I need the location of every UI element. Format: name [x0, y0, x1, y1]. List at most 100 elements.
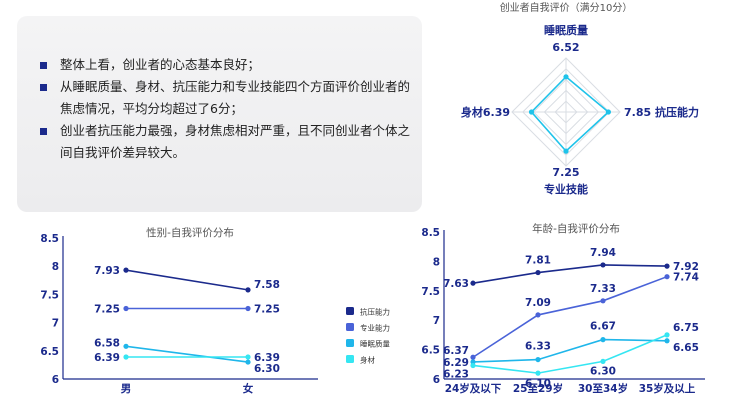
- series-point: [123, 267, 129, 273]
- series-line-专业能力: [472, 275, 668, 358]
- y-tick-label: 6.5: [40, 346, 59, 358]
- summary-bullet-text: 整体上看，创业者的心态基本良好；: [60, 57, 261, 72]
- data-label: 7.25: [94, 304, 120, 316]
- radar-value-skill: 7.25: [552, 166, 579, 179]
- data-label: 6.33: [525, 341, 551, 353]
- data-label: 6.39: [94, 352, 120, 364]
- radar-point: [563, 148, 569, 154]
- legend-swatch-身材: [346, 355, 354, 363]
- data-label: 7.58: [254, 279, 280, 291]
- series-line-抗压能力: [125, 269, 249, 291]
- data-label: 7.81: [525, 255, 551, 267]
- summary-list: 整体上看，创业者的心态基本良好； 从睡眠质量、身材、抗压能力和专业技能四个方面评价…: [40, 54, 410, 164]
- y-tick-label: 6: [433, 374, 440, 386]
- series-point: [123, 343, 129, 349]
- data-label: 6.39: [254, 352, 280, 364]
- data-label: 7.92: [673, 261, 699, 273]
- x-tick-label: 女: [243, 382, 254, 395]
- series-point: [600, 358, 606, 364]
- data-label: 6.30: [254, 363, 280, 375]
- series-line-睡眠质量: [125, 345, 249, 363]
- radar-label-skill: 专业技能: [544, 182, 588, 196]
- data-label: 6.75: [673, 322, 699, 334]
- radar-label-sleep: 睡眠质量: [544, 23, 588, 37]
- series-point: [245, 305, 251, 312]
- summary-bullet-3: 创业者抗压能力最强，身材焦虑相对严重，且不同创业者个体之间自我评价差异较大。: [40, 120, 410, 164]
- summary-bullet-1: 整体上看，创业者的心态基本良好；: [40, 54, 410, 76]
- data-label: 6.23: [443, 368, 469, 380]
- data-label: 6.30: [590, 365, 616, 377]
- y-tick-label: 8.5: [40, 233, 59, 245]
- series-point: [470, 280, 476, 286]
- series-point: [600, 337, 606, 343]
- data-label: 7.33: [590, 283, 616, 295]
- legend-label: 睡眠质量: [360, 339, 390, 349]
- series-point: [664, 332, 670, 338]
- data-label: 6.58: [94, 337, 120, 349]
- x-tick-label: 男: [121, 383, 132, 395]
- summary-bullet-2: 从睡眠质量、身材、抗压能力和专业技能四个方面评价创业者的焦虑情况，平均分均超过了…: [40, 76, 410, 120]
- y-tick-label: 7.5: [421, 286, 440, 298]
- y-tick-label: 7.5: [40, 289, 59, 301]
- x-tick-label: 35岁及以上: [639, 382, 696, 395]
- series-point: [470, 354, 476, 360]
- series-point: [245, 359, 251, 365]
- data-label: 7.74: [673, 272, 699, 284]
- legend-label: 抗压能力: [360, 307, 390, 317]
- data-label: 6.67: [590, 321, 616, 333]
- y-tick-label: 6: [52, 374, 59, 386]
- bullet-square-icon: [40, 128, 47, 135]
- series-point: [123, 305, 129, 312]
- series-point: [123, 354, 129, 360]
- series-point: [535, 312, 541, 318]
- y-tick-label: 7: [433, 315, 440, 327]
- bullet-square-icon: [40, 84, 47, 91]
- data-label: 7.25: [254, 304, 280, 316]
- data-label: 7.94: [590, 247, 616, 259]
- data-label: 7.63: [443, 278, 469, 290]
- series-point: [245, 287, 251, 293]
- summary-panel: [17, 16, 422, 212]
- series-point: [600, 262, 606, 268]
- legend-swatch-专业能力: [346, 323, 354, 331]
- y-tick-label: 8: [52, 261, 59, 273]
- radar-label-stress: 7.85 抗压能力: [624, 105, 699, 119]
- line-chart-title-2: 年龄-自我评价分布: [532, 222, 620, 235]
- series-point: [664, 263, 670, 269]
- series-point: [470, 362, 476, 369]
- legend-label: 专业能力: [360, 323, 390, 333]
- data-label: 6.65: [673, 342, 699, 354]
- data-label: 6.10: [525, 378, 551, 390]
- y-tick-label: 6.5: [421, 345, 440, 357]
- bullet-square-icon: [40, 62, 47, 69]
- series-point: [245, 354, 251, 360]
- series-line-身材: [472, 334, 668, 374]
- y-tick-label: 8.5: [421, 227, 440, 239]
- radar-point: [528, 109, 535, 115]
- y-tick-label: 8: [433, 256, 440, 268]
- data-label: 6.37: [443, 345, 469, 357]
- series-point: [600, 298, 606, 304]
- data-label: 7.93: [94, 265, 120, 277]
- legend-label: 身材: [360, 355, 375, 365]
- legend-swatch-抗压能力: [346, 307, 354, 315]
- series-point: [535, 269, 541, 276]
- data-label: 6.29: [443, 357, 469, 369]
- radar-label-body: 身材6.39: [461, 105, 510, 119]
- radar-value-sleep: 6.52: [552, 41, 579, 54]
- series-point: [664, 338, 670, 344]
- series-line-抗压能力: [472, 264, 668, 284]
- x-tick-label: 25至29岁: [513, 382, 563, 395]
- radar-title: 创业者自我评价（满分10分）: [500, 1, 633, 14]
- summary-bullet-text: 从睡眠质量、身材、抗压能力和专业技能四个方面评价创业者的焦虑情况，平均分均超过了…: [60, 79, 411, 116]
- data-label: 7.09: [525, 297, 551, 309]
- x-tick-label: 24岁及以下: [445, 382, 502, 395]
- x-tick-label: 30至34岁: [578, 382, 628, 395]
- series-point: [664, 274, 670, 280]
- legend-swatch-睡眠质量: [346, 339, 354, 347]
- series-line-睡眠质量: [472, 338, 668, 363]
- radar-point: [563, 74, 569, 80]
- series-point: [535, 356, 541, 363]
- summary-bullet-text: 创业者抗压能力最强，身材焦虑相对严重，且不同创业者个体之间自我评价差异较大。: [60, 123, 411, 160]
